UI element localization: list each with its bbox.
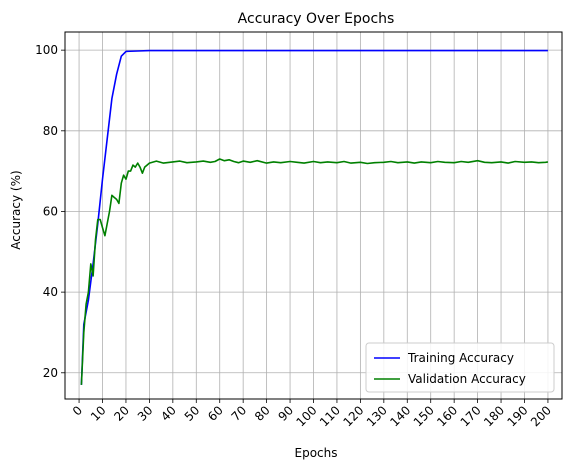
x-tick-label: 30 [135,403,156,424]
x-tick-label: 150 [411,403,437,429]
x-tick-label: 200 [528,403,554,429]
x-tick-label: 10 [88,403,109,424]
legend-box [365,342,555,393]
y-tick-label: 40 [43,285,58,299]
y-tick-label: 100 [35,43,58,57]
x-tick-label: 160 [434,403,460,429]
x-axis-label: Epochs [295,446,338,460]
y-axis-label: Accuracy (%) [9,170,23,249]
y-tick-label: 60 [43,204,58,218]
series-line-validation [80,158,549,385]
x-tick-label: 100 [294,403,320,429]
x-tick-label: 20 [111,403,132,424]
chart-title: Accuracy Over Epochs [238,11,395,27]
x-tick-label: 60 [205,403,226,424]
y-tick-label: 80 [43,124,58,138]
x-tick-label: 110 [317,403,343,429]
x-tick-label: 70 [229,403,250,424]
series-lines [80,49,549,385]
x-tick-label: 90 [275,403,296,424]
x-tick-label: 180 [481,403,507,429]
legend-label: Validation Accuracy [408,372,526,386]
legend: Training Accuracy Validation Accuracy [365,342,555,393]
legend-label: Training Accuracy [407,351,514,365]
x-tick-label: 80 [252,403,273,424]
x-tick-label: 0 [70,403,85,418]
y-tick-label: 20 [43,366,58,380]
x-tick-label: 170 [458,403,484,429]
x-tick-label: 190 [505,403,531,429]
x-tick-label: 40 [158,403,179,424]
x-tick-label: 120 [340,403,366,429]
x-tick-label: 140 [387,403,413,429]
x-tick-label: 50 [182,403,203,424]
x-tick-label: 130 [364,403,390,429]
